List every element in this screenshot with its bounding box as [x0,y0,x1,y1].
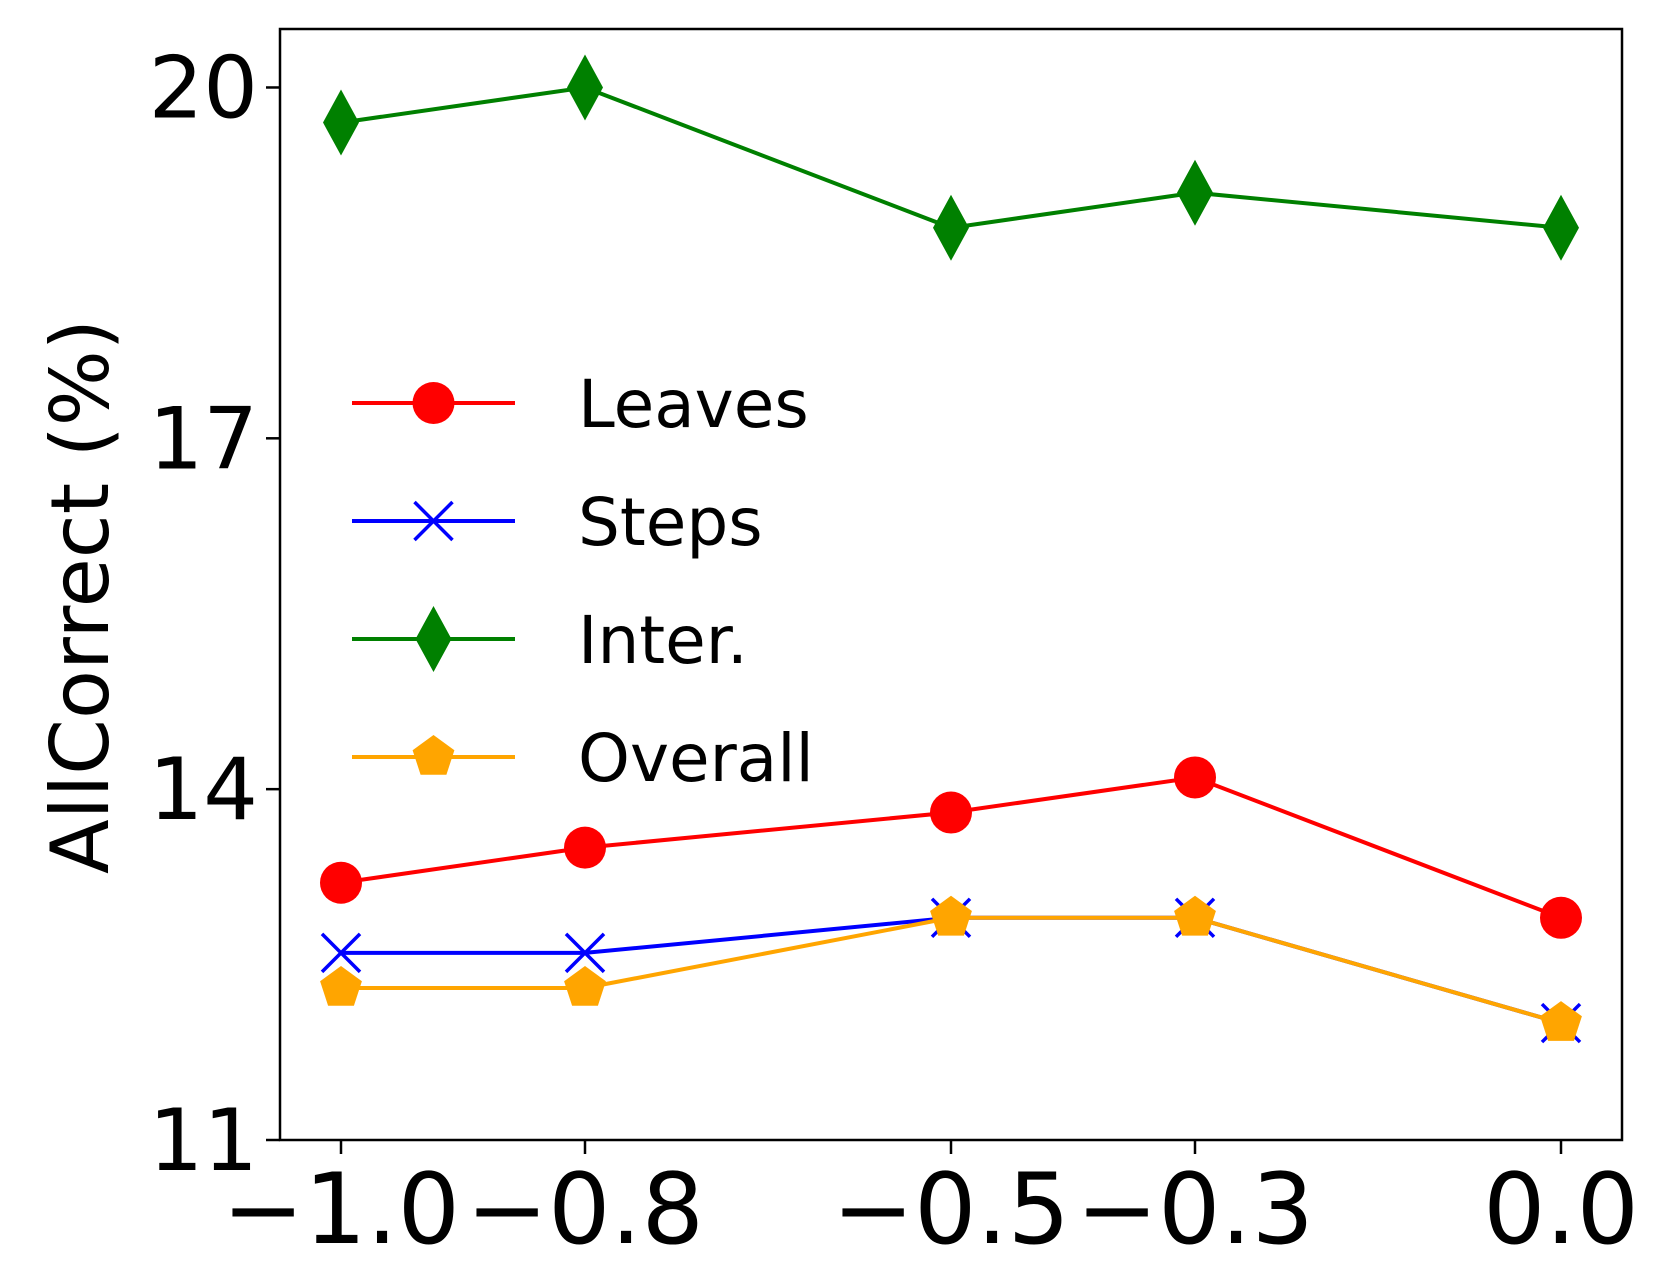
series-inter-point [567,54,603,121]
y-tick-label: 17 [149,389,258,489]
x-tick-label: −0.8 [466,1153,704,1267]
legend-label: Inter. [578,602,748,679]
series-steps-point [564,932,606,974]
legend-label: Steps [578,484,763,561]
legend-marker [412,735,455,775]
series-overall-point [564,966,606,1006]
y-tick-label: 20 [149,38,258,138]
legend-entry-leaves: Leaves [352,366,809,443]
series-steps-point [320,932,362,974]
series-leaves [320,756,1582,939]
legend-marker [412,382,455,424]
legend-marker [415,606,452,672]
series-inter-point [1543,194,1579,261]
x-tick-label: −0.3 [1076,1153,1314,1267]
legend-marker [413,500,454,542]
series-leaves-point [930,791,972,834]
legend-entry-steps: Steps [352,484,763,561]
plot-area [320,54,1582,1044]
legend-entry-inter: Inter. [352,602,748,679]
legend-label: Overall [578,720,814,797]
series-overall-point [930,895,972,936]
series-inter-point [1177,159,1213,226]
series-leaves-point [1174,756,1216,799]
legend-label: Leaves [578,366,809,443]
series-inter-point [323,89,359,156]
x-tick-label: −1.0 [222,1153,460,1267]
y-tick-label: 14 [149,740,258,840]
y-axis-label: AllCorrect (%) [34,319,127,874]
y-tick-label: 11 [149,1091,258,1191]
series-inter-point [933,194,969,261]
series-leaves-point [1540,896,1582,939]
series-leaves-point [564,826,606,869]
legend: Leaves Steps Inter. Overall [352,366,814,797]
series-overall-point [1540,1001,1582,1041]
legend-entry-overall: Overall [352,720,814,797]
x-tick-label: 0.0 [1483,1153,1639,1267]
series-overall-point [1174,895,1216,936]
series-leaves-point [320,861,362,904]
series-overall [320,895,1582,1041]
series-overall-point [320,966,362,1006]
series-inter [323,54,1579,261]
x-tick-label: −0.5 [832,1153,1070,1267]
axes: 11 14 17 20 −1.0 −0.8 −0.5 −0.3 0.0 [149,38,1639,1267]
